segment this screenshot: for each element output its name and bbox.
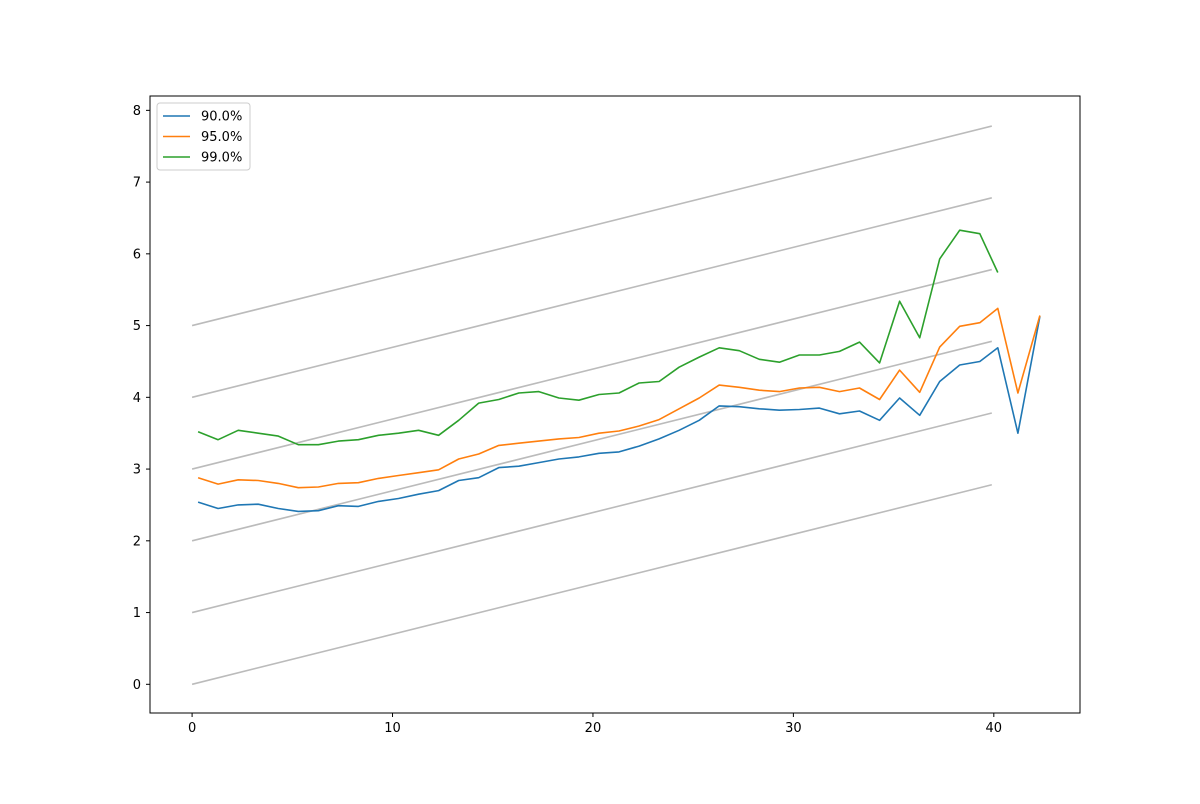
y-tick-label: 4 bbox=[133, 391, 141, 406]
legend: 90.0% 95.0% 99.0% bbox=[156, 102, 251, 171]
reference-lines bbox=[191, 125, 993, 686]
y-axis: 0 1 2 3 4 5 6 7 8 bbox=[133, 104, 150, 693]
x-tick-label: 0 bbox=[188, 721, 196, 736]
data-series bbox=[197, 229, 1041, 513]
x-tick-label: 40 bbox=[986, 721, 1003, 736]
legend-box bbox=[156, 102, 251, 171]
x-axis: 0 10 20 30 40 bbox=[188, 713, 1002, 736]
x-tick-label: 30 bbox=[785, 721, 802, 736]
legend-label-0: 90.0% bbox=[201, 110, 242, 125]
y-tick-label: 0 bbox=[133, 678, 141, 693]
reference-line-1 bbox=[191, 412, 993, 614]
series-line-0 bbox=[197, 316, 1041, 513]
x-tick-label: 20 bbox=[585, 721, 602, 736]
plot-area-frame bbox=[149, 95, 1081, 714]
series-line-2 bbox=[197, 229, 999, 446]
reference-line-2 bbox=[191, 340, 993, 542]
y-tick-label: 5 bbox=[133, 319, 141, 334]
y-tick-label: 1 bbox=[133, 606, 141, 621]
legend-label-2: 99.0% bbox=[201, 151, 242, 166]
reference-line-4 bbox=[191, 197, 993, 399]
y-tick-label: 2 bbox=[133, 534, 141, 549]
legend-label-1: 95.0% bbox=[201, 130, 242, 145]
y-tick-label: 7 bbox=[133, 176, 141, 191]
reference-line-5 bbox=[191, 125, 993, 327]
reference-line-3 bbox=[191, 268, 993, 470]
y-tick-label: 3 bbox=[133, 463, 141, 478]
y-tick-label: 8 bbox=[133, 104, 141, 119]
reference-line-0 bbox=[191, 484, 993, 686]
y-tick-label: 6 bbox=[133, 247, 141, 262]
series-line-1 bbox=[197, 307, 1041, 489]
x-tick-label: 10 bbox=[384, 721, 401, 736]
